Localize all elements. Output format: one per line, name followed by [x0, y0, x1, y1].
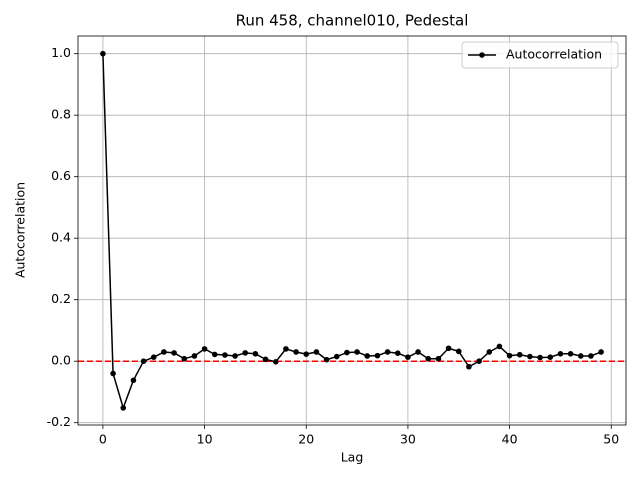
- data-point: [354, 349, 360, 355]
- data-point: [476, 358, 482, 364]
- data-point: [232, 353, 238, 359]
- data-point: [262, 356, 269, 363]
- data-point: [211, 351, 218, 358]
- legend-marker: [479, 52, 485, 58]
- data-point: [506, 352, 513, 359]
- data-point: [527, 353, 533, 360]
- data-point: [100, 50, 106, 57]
- chart-title: Run 458, channel010, Pedestal: [236, 12, 469, 30]
- data-point: [435, 355, 442, 362]
- data-point: [516, 351, 523, 358]
- data-point: [140, 358, 147, 364]
- data-point: [598, 349, 604, 355]
- x-axis-label: Lag: [341, 450, 364, 465]
- data-point: [191, 353, 198, 359]
- data-point: [364, 353, 371, 359]
- data-point: [425, 355, 432, 362]
- legend-box: [461, 41, 619, 69]
- legend-label: Autocorrelation: [506, 47, 602, 62]
- data-point: [130, 377, 137, 384]
- data-point: [242, 350, 249, 356]
- data-point: [333, 353, 340, 360]
- data-point: [272, 359, 279, 365]
- data-point: [415, 349, 421, 355]
- data-point: [374, 352, 381, 359]
- y-tick-label: 0.4: [51, 230, 71, 245]
- data-point: [557, 351, 564, 357]
- data-point: [577, 353, 584, 359]
- data-point: [161, 349, 167, 355]
- data-point: [486, 349, 493, 355]
- plot-frame: [77, 35, 627, 426]
- data-point: [394, 350, 401, 356]
- data-point: [496, 343, 503, 350]
- data-point: [323, 356, 330, 363]
- y-axis-label: Autocorrelation: [13, 182, 28, 278]
- x-tick-label: 0: [99, 432, 107, 447]
- y-tick-label: -0.2: [47, 414, 71, 429]
- data-point: [171, 350, 177, 356]
- data-point: [313, 349, 320, 355]
- x-tick-label: 50: [603, 432, 619, 447]
- data-point: [283, 346, 289, 352]
- data-point: [252, 351, 259, 357]
- y-tick-label: 1.0: [51, 45, 71, 60]
- data-point: [293, 349, 299, 355]
- data-point: [201, 346, 208, 352]
- data-point: [303, 351, 310, 357]
- x-tick-label: 30: [400, 432, 416, 447]
- data-point: [222, 352, 228, 358]
- data-point: [455, 348, 462, 355]
- x-tick-label: 40: [502, 432, 518, 447]
- data-point: [537, 354, 543, 361]
- x-tick-label: 10: [197, 432, 213, 447]
- y-tick-label: 0.8: [51, 107, 71, 122]
- data-point: [181, 355, 188, 362]
- data-point: [567, 351, 574, 357]
- data-point: [405, 354, 411, 360]
- data-point: [445, 345, 452, 352]
- data-point: [150, 354, 157, 360]
- data-point: [344, 349, 350, 356]
- y-tick-label: 0.2: [51, 291, 71, 306]
- y-tick-label: 0.6: [51, 168, 71, 183]
- x-tick-label: 20: [298, 432, 314, 447]
- series-line: [102, 53, 602, 411]
- data-point: [547, 354, 554, 360]
- data-point: [384, 349, 391, 355]
- data-point: [588, 353, 594, 359]
- data-point: [110, 370, 116, 377]
- data-point: [120, 405, 127, 411]
- data-point: [466, 363, 472, 370]
- y-tick-label: 0.0: [51, 353, 71, 368]
